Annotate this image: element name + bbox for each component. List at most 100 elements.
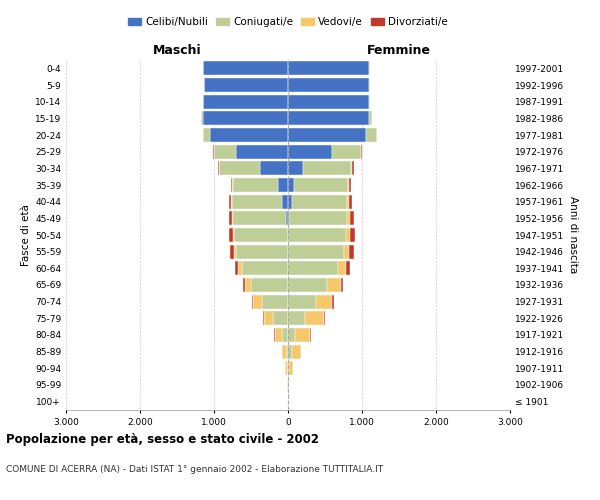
Bar (288, 261, 338, 276)
Bar (238, 261, 242, 276)
Bar (203, 128, 210, 142)
Bar (294, 178, 348, 192)
Bar (288, 78, 370, 92)
Bar (236, 144, 288, 159)
Bar (295, 328, 310, 342)
Bar (288, 294, 316, 308)
Bar (203, 112, 288, 126)
Bar (350, 211, 354, 226)
Bar (202, 112, 203, 126)
Bar (288, 178, 294, 192)
Bar (203, 94, 288, 109)
Bar (310, 328, 311, 342)
Bar (229, 211, 232, 226)
Bar (338, 261, 346, 276)
Bar (260, 162, 288, 175)
Bar (288, 244, 343, 259)
Bar (348, 178, 349, 192)
Bar (350, 228, 355, 242)
Bar (229, 228, 233, 242)
Bar (323, 311, 325, 326)
Bar (251, 278, 288, 292)
Bar (288, 278, 327, 292)
Bar (288, 94, 370, 109)
Text: Femmine: Femmine (367, 44, 431, 57)
Legend: Celibi/Nubili, Coniugati/e, Vedovi/e, Divorziati/e: Celibi/Nubili, Coniugati/e, Vedovi/e, Di… (124, 12, 452, 31)
Bar (282, 194, 288, 209)
Bar (332, 144, 361, 159)
Bar (230, 244, 234, 259)
Bar (232, 211, 233, 226)
Bar (287, 361, 288, 376)
Bar (288, 194, 292, 209)
Bar (343, 244, 349, 259)
Bar (288, 344, 292, 359)
Bar (347, 194, 349, 209)
Bar (341, 278, 343, 292)
Bar (349, 178, 351, 192)
Bar (288, 311, 305, 326)
Bar (219, 162, 260, 175)
Bar (234, 228, 288, 242)
Bar (288, 144, 332, 159)
Bar (214, 144, 236, 159)
Bar (275, 328, 282, 342)
Bar (316, 294, 332, 308)
Bar (286, 361, 287, 376)
Text: COMUNE DI ACERRA (NA) - Dati ISTAT 1° gennaio 2002 - Elaborazione TUTTITALIA.IT: COMUNE DI ACERRA (NA) - Dati ISTAT 1° ge… (6, 465, 383, 474)
Bar (235, 261, 238, 276)
Bar (303, 162, 351, 175)
Bar (351, 162, 352, 175)
Text: Popolazione per età, sesso e stato civile - 2002: Popolazione per età, sesso e stato civil… (6, 432, 319, 446)
Y-axis label: Anni di nascita: Anni di nascita (568, 196, 578, 274)
Bar (218, 162, 219, 175)
Bar (288, 62, 370, 76)
Bar (253, 294, 262, 308)
Bar (361, 144, 362, 159)
Bar (233, 178, 278, 192)
Bar (352, 162, 354, 175)
Bar (252, 294, 253, 308)
Bar (286, 211, 288, 226)
Bar (245, 278, 251, 292)
Bar (286, 344, 288, 359)
Bar (346, 261, 350, 276)
Bar (288, 162, 303, 175)
Bar (288, 112, 370, 126)
Bar (242, 261, 288, 276)
Bar (346, 228, 350, 242)
Bar (273, 311, 288, 326)
Bar (347, 211, 350, 226)
Bar (262, 294, 288, 308)
Bar (292, 194, 347, 209)
Bar (288, 128, 366, 142)
Bar (230, 178, 232, 192)
Y-axis label: Fasce di età: Fasce di età (21, 204, 31, 266)
Bar (288, 361, 289, 376)
Bar (292, 344, 301, 359)
Bar (349, 194, 352, 209)
Text: Maschi: Maschi (152, 44, 202, 57)
Bar (370, 112, 371, 126)
Bar (327, 278, 341, 292)
Bar (288, 328, 295, 342)
Bar (234, 244, 236, 259)
Bar (210, 128, 288, 142)
Bar (282, 328, 288, 342)
Bar (205, 78, 288, 92)
Bar (305, 311, 323, 326)
Bar (278, 178, 288, 192)
Bar (289, 361, 293, 376)
Bar (232, 211, 286, 226)
Bar (332, 294, 334, 308)
Bar (349, 244, 354, 259)
Bar (288, 228, 346, 242)
Bar (233, 228, 234, 242)
Bar (229, 194, 232, 209)
Bar (243, 278, 245, 292)
Bar (288, 211, 289, 226)
Bar (203, 62, 288, 76)
Bar (282, 344, 286, 359)
Bar (289, 211, 347, 226)
Bar (263, 311, 273, 326)
